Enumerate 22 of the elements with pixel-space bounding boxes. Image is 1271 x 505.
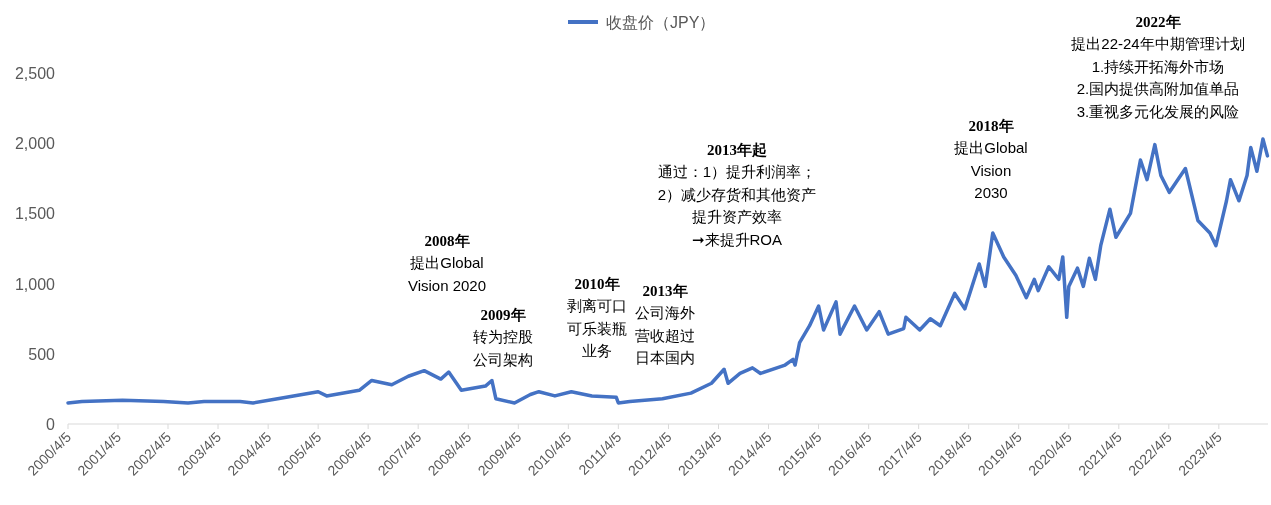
y-tick-label: 1,000 [14, 275, 56, 293]
annotation: 2018年 [968, 118, 1014, 134]
y-tick-label: 2,500 [14, 65, 56, 82]
annotation: 2010年 [574, 276, 620, 292]
annotation: 剥离可口可乐装瓶业务 [567, 297, 627, 359]
annotation: 2008年 [424, 233, 470, 249]
y-tick-label: 1,500 [14, 205, 56, 223]
annotation: 2013年 [642, 283, 688, 299]
y-tick-label: 2,000 [14, 135, 56, 153]
annotation: 公司海外营收超过日本国内 [635, 304, 695, 366]
annotation: 提出Global Vision 2030 [954, 139, 1028, 201]
line-series [66, 137, 1270, 405]
y-tick-label: 500 [28, 345, 56, 363]
annotation: 提出Global Vision 2020 [407, 254, 487, 294]
y-tick-label: 0 [46, 416, 56, 433]
annotation: 2013年起 [707, 142, 767, 158]
annotation: 2009年 [480, 307, 526, 323]
annotation: 提出22-24年中期管理计划1.持续开拓海外市场2.国内提供高附加值单品3.重视多元化发展的风险 [1071, 35, 1245, 120]
text: 2022年 [1135, 14, 1181, 30]
legend-label: 收盘价（JPY） [606, 14, 716, 31]
annotation: 转为控股公司架构 [473, 328, 533, 368]
annotation: 通过：1）提升利润率；2）减少存货和其他资产提升资产效率➞来提升ROA [657, 163, 817, 248]
